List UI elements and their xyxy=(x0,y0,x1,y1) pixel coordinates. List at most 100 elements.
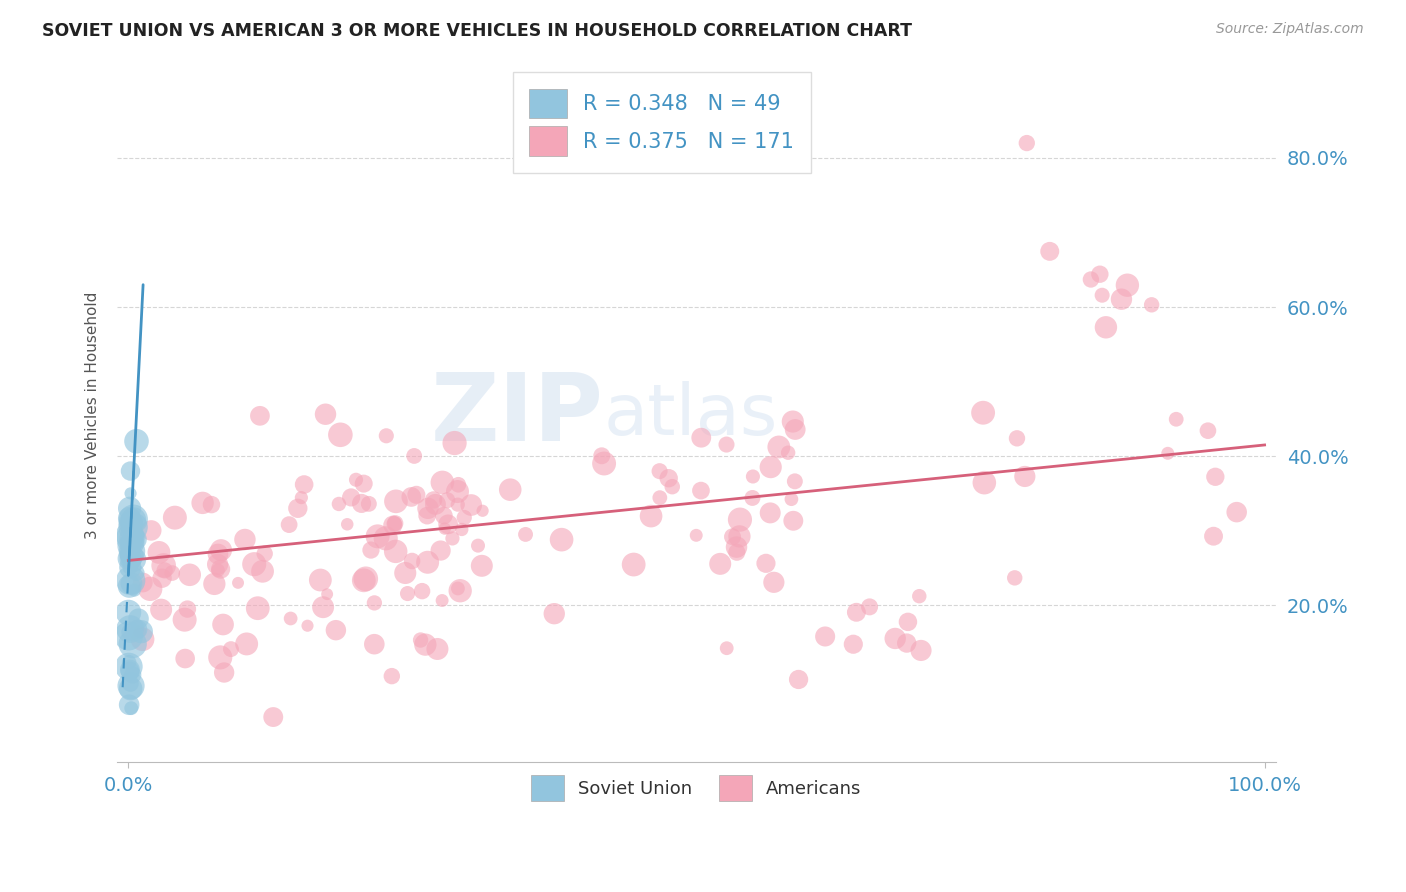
Point xyxy=(122,520,145,534)
Point xyxy=(125,566,148,580)
Point xyxy=(447,498,470,512)
Point xyxy=(759,506,782,520)
Point xyxy=(1111,292,1133,306)
Point xyxy=(782,514,804,528)
Point xyxy=(243,557,266,571)
Point xyxy=(312,600,335,615)
Point xyxy=(426,642,449,657)
Point xyxy=(131,632,153,647)
Point xyxy=(118,560,141,574)
Point xyxy=(437,517,460,532)
Point xyxy=(209,543,232,558)
Point xyxy=(433,522,456,536)
Point xyxy=(120,676,142,690)
Point xyxy=(640,509,662,524)
Text: ZIP: ZIP xyxy=(430,369,603,461)
Point xyxy=(409,633,432,648)
Point xyxy=(1004,571,1026,585)
Point xyxy=(207,547,229,561)
Point xyxy=(447,477,470,491)
Point xyxy=(842,637,865,651)
Point xyxy=(139,582,162,596)
Point xyxy=(908,589,931,603)
Text: SOVIET UNION VS AMERICAN 3 OR MORE VEHICLES IN HOUSEHOLD CORRELATION CHART: SOVIET UNION VS AMERICAN 3 OR MORE VEHIC… xyxy=(42,22,912,40)
Point xyxy=(593,457,616,471)
Point xyxy=(212,617,235,632)
Point xyxy=(716,641,738,656)
Point xyxy=(200,498,222,512)
Point xyxy=(648,491,671,505)
Point xyxy=(1116,278,1139,293)
Point xyxy=(709,557,731,571)
Point xyxy=(728,529,751,543)
Point xyxy=(353,574,375,588)
Point xyxy=(226,575,249,590)
Point xyxy=(375,429,398,443)
Point xyxy=(120,531,142,545)
Point xyxy=(858,599,880,614)
Point xyxy=(278,517,301,532)
Point xyxy=(340,491,363,505)
Point xyxy=(360,543,382,558)
Point xyxy=(233,533,256,547)
Point xyxy=(374,532,396,546)
Point xyxy=(728,513,751,527)
Point xyxy=(128,612,150,626)
Point xyxy=(762,575,785,590)
Point xyxy=(384,516,406,531)
Point xyxy=(160,566,183,580)
Point xyxy=(972,406,994,420)
Point xyxy=(897,615,920,629)
Point xyxy=(845,605,868,619)
Point xyxy=(122,512,145,526)
Point xyxy=(121,637,143,651)
Point xyxy=(453,510,475,524)
Point xyxy=(118,659,141,673)
Point xyxy=(152,558,174,573)
Point xyxy=(128,624,150,639)
Point xyxy=(120,531,142,545)
Point xyxy=(550,533,572,547)
Point xyxy=(363,637,385,651)
Point xyxy=(1005,431,1028,445)
Point xyxy=(357,497,380,511)
Point xyxy=(1088,267,1111,281)
Point xyxy=(122,513,145,527)
Point xyxy=(209,562,232,576)
Point xyxy=(120,574,142,588)
Point xyxy=(396,586,419,600)
Point xyxy=(416,555,439,569)
Point xyxy=(212,665,235,680)
Point xyxy=(127,623,149,637)
Point xyxy=(122,552,145,566)
Point xyxy=(207,558,229,572)
Point xyxy=(118,544,141,558)
Point xyxy=(354,572,377,586)
Point xyxy=(973,475,995,490)
Point xyxy=(163,510,186,524)
Point xyxy=(120,679,142,693)
Point xyxy=(384,544,406,558)
Point xyxy=(125,533,148,547)
Point xyxy=(120,681,142,696)
Point xyxy=(219,642,242,657)
Legend: Soviet Union, Americans: Soviet Union, Americans xyxy=(517,761,876,815)
Point xyxy=(411,584,433,599)
Point xyxy=(591,449,613,463)
Point xyxy=(446,484,468,499)
Point xyxy=(1202,529,1225,543)
Point xyxy=(121,544,143,558)
Point xyxy=(450,523,472,537)
Point xyxy=(436,493,458,508)
Point xyxy=(325,623,347,637)
Point xyxy=(209,650,232,665)
Point xyxy=(429,543,451,558)
Point xyxy=(432,475,454,490)
Point xyxy=(132,575,155,590)
Point xyxy=(381,669,404,683)
Point xyxy=(780,492,803,507)
Point xyxy=(1015,136,1038,150)
Point xyxy=(235,637,257,651)
Point xyxy=(759,460,782,475)
Point xyxy=(290,491,312,505)
